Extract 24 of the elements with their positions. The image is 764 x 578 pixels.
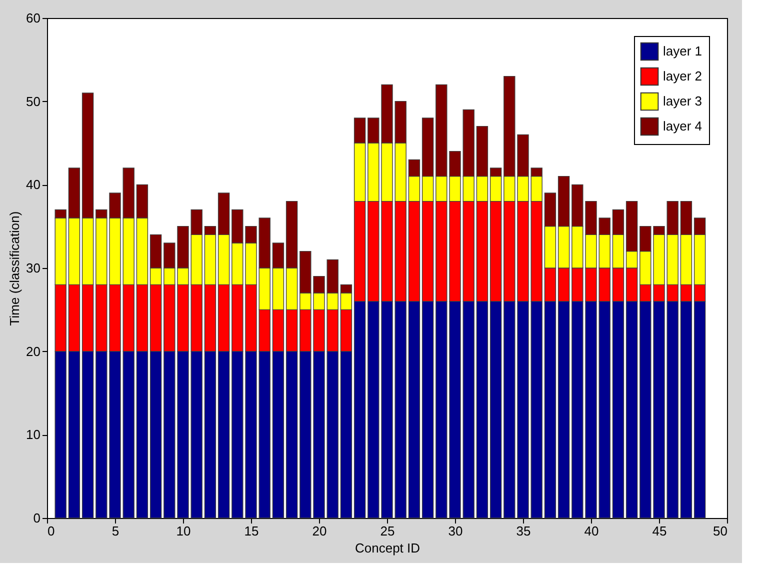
y-tick-label: 20 xyxy=(26,344,40,359)
legend-label: layer 3 xyxy=(663,94,702,108)
x-axis-title: Concept ID xyxy=(354,540,420,556)
x-tick-label: 15 xyxy=(244,524,259,538)
y-tick-label: 30 xyxy=(26,260,40,276)
y-tick-label: 40 xyxy=(26,177,40,192)
x-tick-label: 35 xyxy=(516,524,531,538)
y-tick-label: 10 xyxy=(26,427,40,442)
x-tick-label: 30 xyxy=(448,524,463,538)
x-tick-label: 0 xyxy=(48,524,55,538)
y-tick-label: 0 xyxy=(33,510,40,526)
y-axis-title: Time (classification) xyxy=(7,211,22,326)
x-tick-label: 10 xyxy=(176,524,191,538)
legend-label: layer 2 xyxy=(663,68,702,84)
x-tick-label: 25 xyxy=(380,524,395,538)
legend-label: layer 4 xyxy=(663,118,702,134)
y-tick-label: 60 xyxy=(26,10,40,26)
x-tick-label: 5 xyxy=(112,524,120,538)
y-tick-label: 50 xyxy=(26,94,40,109)
x-tick-label: 40 xyxy=(584,524,599,538)
x-tick-label: 20 xyxy=(312,524,327,538)
legend-label: layer 1 xyxy=(663,44,702,58)
x-tick-label: 45 xyxy=(652,524,667,538)
x-tick-label: 50 xyxy=(713,524,728,538)
